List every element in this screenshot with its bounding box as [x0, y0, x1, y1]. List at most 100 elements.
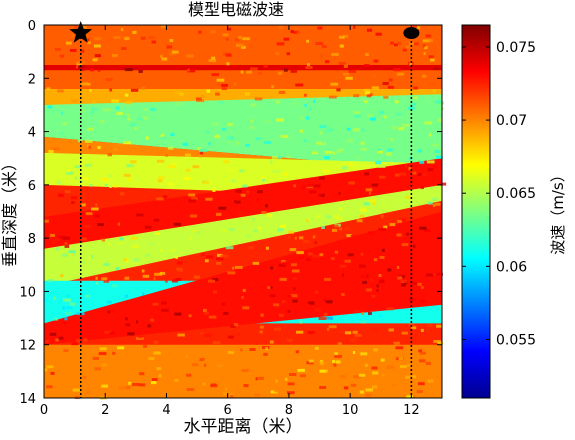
noise-cell	[353, 111, 361, 114]
noise-cell	[204, 363, 207, 367]
noise-cell	[397, 72, 404, 76]
noise-cell	[248, 125, 255, 129]
noise-cell	[413, 297, 420, 301]
noise-cell	[99, 347, 107, 351]
noise-cell	[405, 392, 413, 396]
velocity-layer-1	[44, 64, 442, 71]
noise-cell	[64, 242, 68, 246]
noise-cell	[311, 151, 319, 155]
noise-cell	[196, 97, 202, 101]
noise-cell	[250, 168, 254, 172]
noise-cell	[48, 279, 53, 283]
noise-cell	[252, 217, 255, 221]
noise-cell	[237, 95, 245, 98]
noise-cell	[203, 308, 207, 312]
noise-cell	[348, 69, 356, 73]
noise-cell	[158, 374, 162, 378]
noise-cell	[409, 62, 413, 66]
noise-cell	[281, 260, 286, 263]
noise-cell	[423, 52, 426, 56]
noise-cell	[130, 175, 135, 179]
noise-cell	[401, 243, 409, 247]
noise-cell	[174, 378, 179, 382]
noise-cell	[401, 123, 410, 127]
noise-cell	[124, 101, 132, 105]
noise-cell	[216, 78, 225, 82]
noise-cell	[131, 263, 134, 267]
noise-cell	[132, 30, 137, 34]
noise-cell	[44, 219, 49, 223]
noise-cell	[131, 383, 140, 386]
noise-cell	[304, 93, 307, 97]
x-tick-label: 2	[101, 403, 109, 418]
noise-cell	[150, 108, 156, 112]
noise-cell	[230, 326, 236, 330]
noise-cell	[135, 262, 141, 266]
y-tick-label: 10	[19, 285, 36, 300]
noise-cell	[202, 180, 209, 184]
noise-cell	[417, 282, 422, 286]
noise-cell	[360, 208, 367, 212]
noise-cell	[380, 278, 384, 282]
noise-cell	[221, 229, 230, 233]
noise-cell	[89, 68, 95, 72]
noise-cell	[429, 133, 432, 137]
noise-cell	[345, 76, 353, 80]
noise-cell	[257, 198, 260, 202]
noise-cell	[60, 111, 63, 115]
noise-cell	[92, 100, 96, 104]
noise-cell	[296, 330, 304, 334]
noise-cell	[225, 246, 234, 250]
noise-cell	[142, 274, 150, 278]
noise-cell	[360, 147, 367, 151]
noise-cell	[117, 241, 124, 245]
noise-cell	[383, 138, 391, 142]
noise-cell	[304, 104, 307, 107]
noise-cell	[226, 37, 229, 41]
noise-cell	[439, 306, 443, 310]
noise-cell	[335, 76, 343, 80]
noise-cell	[378, 280, 385, 284]
noise-cell	[183, 177, 191, 180]
colorbar-ticks: 0.055 0.06 0.065 0.07 0.075	[462, 40, 536, 348]
noise-cell	[58, 336, 64, 340]
noise-cell	[418, 349, 423, 353]
noise-cell	[324, 277, 332, 281]
noise-cell	[334, 352, 338, 356]
noise-cell	[299, 320, 303, 324]
noise-cell	[120, 192, 125, 196]
noise-cell	[160, 296, 166, 300]
noise-cell	[221, 127, 227, 131]
noise-cell	[156, 367, 162, 371]
noise-cell	[55, 338, 59, 342]
noise-cell	[338, 330, 346, 333]
noise-cell	[227, 350, 235, 354]
noise-cell	[52, 241, 56, 245]
noise-cell	[242, 42, 248, 46]
noise-cell	[273, 327, 281, 331]
noise-cell	[346, 234, 352, 238]
noise-cell	[427, 168, 434, 172]
noise-cell	[276, 42, 285, 46]
noise-cell	[54, 47, 61, 51]
noise-cell	[225, 53, 232, 57]
noise-cell	[60, 274, 64, 278]
noise-cell	[335, 360, 341, 364]
x-tick-label: 0	[40, 403, 48, 418]
noise-cell	[417, 173, 422, 176]
noise-cell	[107, 153, 112, 157]
noise-cell	[348, 162, 353, 166]
noise-cell	[306, 184, 314, 188]
noise-cell	[278, 25, 284, 29]
noise-cell	[94, 367, 101, 371]
noise-cell	[189, 236, 192, 240]
noise-cell	[175, 278, 182, 281]
noise-cell	[285, 240, 293, 244]
noise-cell	[250, 103, 257, 107]
noise-cell	[348, 138, 352, 142]
noise-cell	[266, 246, 269, 250]
x-tick-label: 10	[342, 403, 359, 418]
noise-cell	[258, 66, 263, 70]
noise-cell	[125, 317, 128, 321]
noise-cell	[228, 140, 231, 144]
